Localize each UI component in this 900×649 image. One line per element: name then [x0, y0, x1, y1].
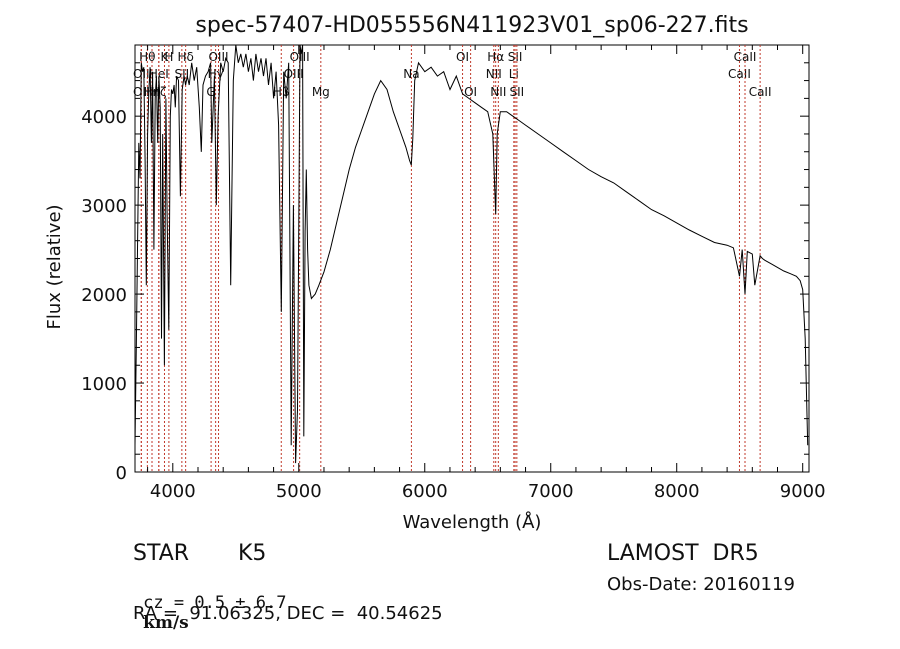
- coordinates: RA = 91.06325, DEC = 40.54625: [133, 603, 443, 624]
- line-markers: OIIOIIHθHηHeIHζKHSIIHδGHγOIIIHβOIIIOIIIM…: [133, 45, 772, 472]
- line-marker-label: OIII: [284, 67, 304, 81]
- line-marker-label: Hα: [487, 50, 504, 64]
- line-marker-label: OIII: [208, 50, 228, 64]
- plot-frame: [134, 44, 810, 473]
- y-tick-label: 0: [116, 463, 127, 484]
- line-marker-label: CaII: [728, 67, 751, 81]
- line-marker-label: Hγ: [208, 67, 224, 81]
- redshift-line: cz = 0.5 ± 6.7 km/s: [133, 574, 286, 633]
- x-tick-label: 4000: [150, 481, 196, 502]
- line-marker-label: Hδ: [177, 50, 193, 64]
- y-tick-label: 4000: [81, 107, 127, 128]
- x-tick-label: 7000: [528, 481, 574, 502]
- line-marker-label: CaII: [734, 50, 757, 64]
- y-tick-label: 2000: [81, 285, 127, 306]
- x-tick-label: 6000: [402, 481, 448, 502]
- line-marker-label: OI: [456, 50, 469, 64]
- line-marker-label: SII: [509, 85, 524, 99]
- line-marker-label: NII: [486, 67, 502, 81]
- y-tick-label: 1000: [81, 374, 127, 395]
- x-axis-label: Wavelength (Å): [403, 511, 542, 533]
- survey-name: LAMOST DR5: [607, 541, 759, 566]
- chart-title: spec-57407-HD055556N411923V01_sp06-227.f…: [195, 13, 748, 38]
- x-tick-label: 5000: [276, 481, 322, 502]
- y-axis-label: Flux (relative): [44, 204, 65, 329]
- line-marker-label: SII: [508, 50, 523, 64]
- x-tick-label: 8000: [654, 481, 700, 502]
- cz-value: cz = 0.5 ± 6.7: [143, 593, 287, 613]
- line-marker-label: NII: [490, 85, 506, 99]
- axis-ticks: 4000 5000 6000 7000 8000 9000 0 1000 2000 3000 400…: [81, 45, 826, 502]
- line-marker-label: H: [164, 50, 173, 64]
- y-tick-label: 3000: [81, 196, 127, 217]
- line-marker-label: Hθ: [139, 50, 155, 64]
- cz-unit: km/s: [143, 613, 189, 633]
- line-marker-label: Mg: [312, 85, 330, 99]
- object-class: STAR: [133, 541, 190, 566]
- line-marker-label: OI: [464, 85, 477, 99]
- line-marker-label: CaII: [749, 85, 772, 99]
- subclass: K5: [238, 541, 267, 566]
- x-tick-label: 9000: [780, 481, 826, 502]
- observation-date: Obs-Date: 20160119: [607, 574, 795, 595]
- spectrum-line: [134, 44, 809, 464]
- line-marker-label: Li: [509, 67, 519, 81]
- line-marker-label: K: [161, 50, 170, 64]
